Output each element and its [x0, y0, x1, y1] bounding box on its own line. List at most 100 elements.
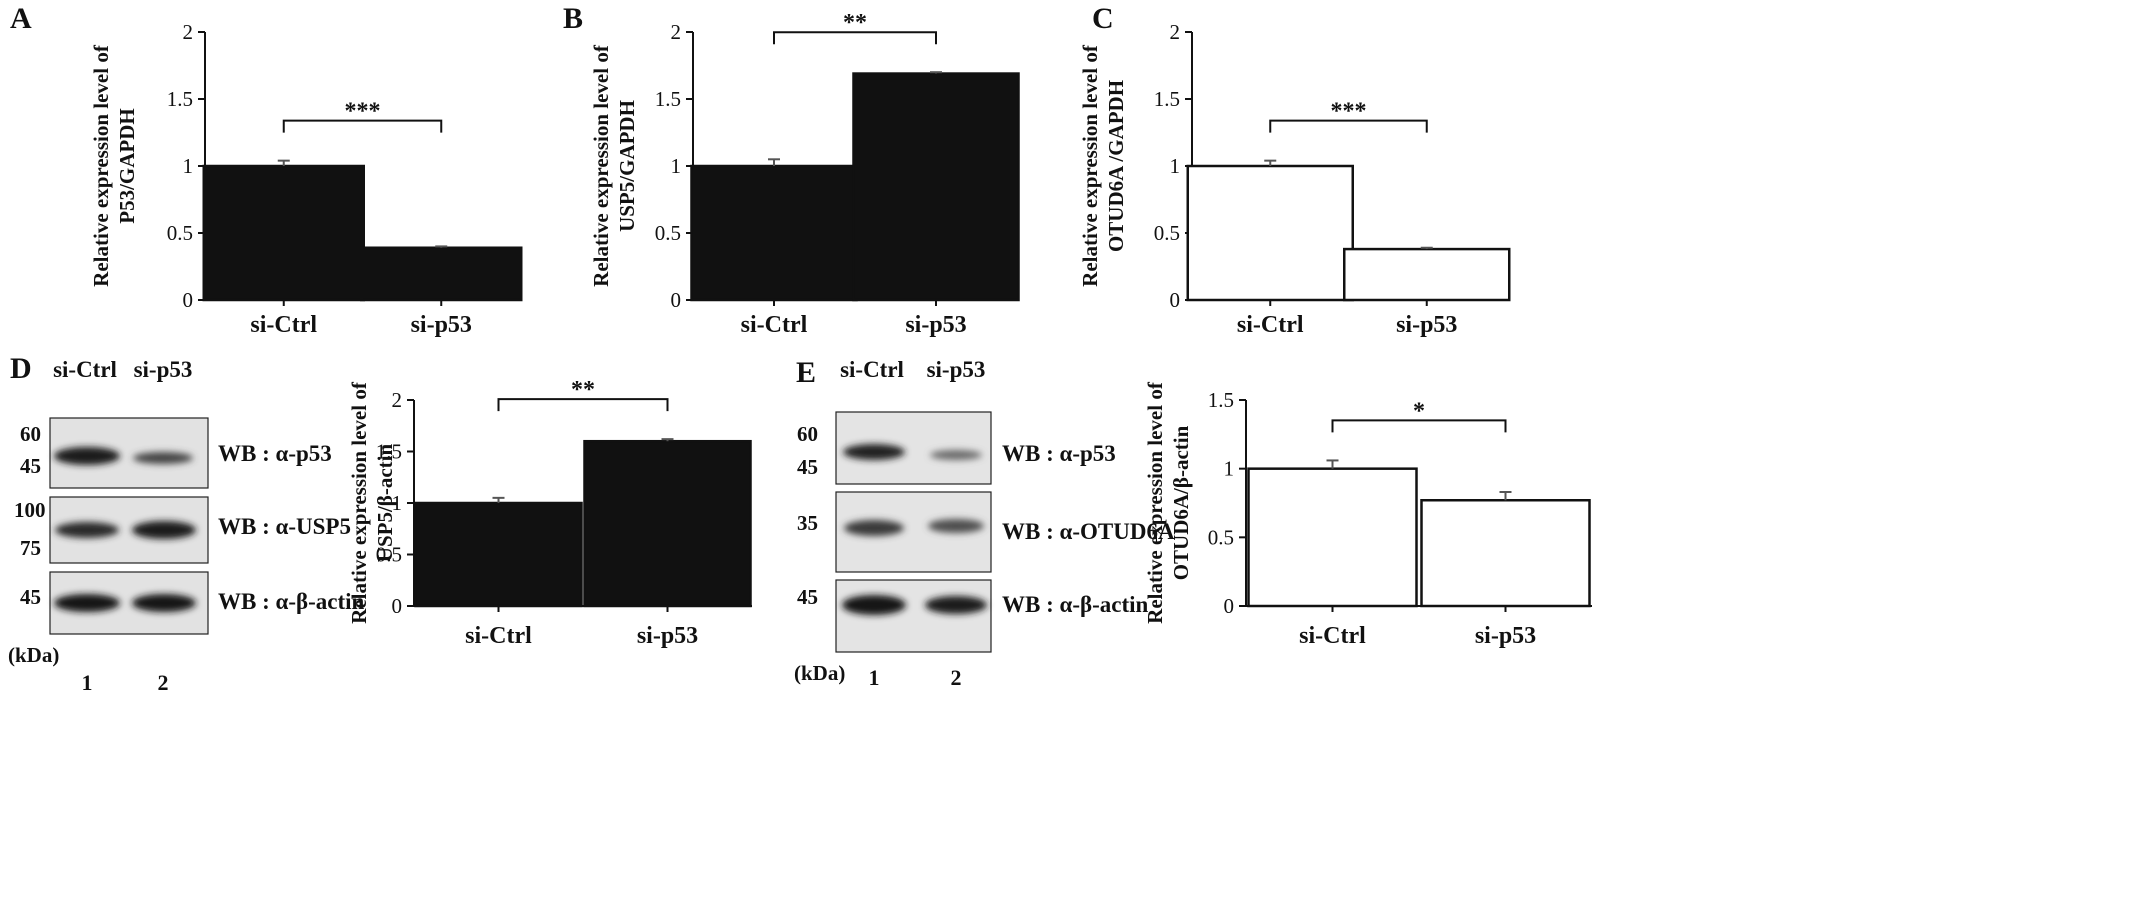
blot-band: [928, 519, 984, 533]
blot-band: [133, 452, 193, 464]
lane-header-1: si-Ctrl: [840, 357, 904, 382]
y-axis-label: Relative expression level ofUSP5/β-actin: [347, 381, 397, 624]
y-axis-label-line: Relative expression level of: [1078, 44, 1102, 287]
category-label: si-Ctrl: [250, 312, 317, 338]
wb-label: WB : α-p53: [218, 441, 332, 466]
kda-label: (kDa): [8, 643, 59, 667]
y-tick-label: 1.5: [1154, 87, 1180, 111]
y-axis-label-line: OTUD6A /GAPDH: [1104, 80, 1128, 252]
significance-marker: **: [843, 10, 867, 36]
y-tick-label: 1: [183, 154, 194, 178]
bar-si-ctrl: [414, 501, 583, 608]
chart-panel-c: 0 0.5 1 1.5 2 si-Ctrl si-p53 *** Relative expres…: [1078, 20, 1511, 338]
blot-band: [930, 450, 982, 460]
bar-si-p53: [1420, 499, 1591, 608]
y-tick-label: 2: [671, 20, 682, 44]
chart-panel-e: 0 0.5 1 1.5 si-Ctrl si-p53 * Relative expressio…: [1143, 381, 1592, 649]
lane-number-2: 2: [951, 665, 962, 690]
mw-marker: 45: [797, 455, 818, 479]
wb-label: WB : α-OTUD6A: [1002, 519, 1175, 544]
significance-bracket: [773, 31, 937, 45]
y-tick-label: 0.5: [1154, 221, 1180, 245]
category-label: si-p53: [905, 312, 966, 338]
category-label: si-p53: [637, 623, 698, 649]
panel-label-b: B: [563, 2, 583, 35]
y-tick-label: 1: [671, 154, 682, 178]
chart-panel-d: 0 0.5 1 1.5 2 si-Ctrl si-p53 ** Relative express…: [347, 377, 752, 649]
kda-label: (kDa): [794, 661, 845, 685]
y-axis-label: Relative expression level ofOTUD6A/β-act…: [1143, 381, 1193, 624]
bar-si-ctrl: [690, 164, 858, 302]
blot-band: [844, 520, 904, 536]
y-tick-label: 0: [671, 288, 682, 312]
mw-marker: 60: [20, 422, 41, 446]
mw-marker: 45: [20, 454, 41, 478]
y-axis-label: Relative expression level ofP53/GAPDH: [89, 44, 139, 287]
y-tick-label: 2: [1170, 20, 1181, 44]
lane-number-1: 1: [82, 670, 93, 695]
y-tick-label: 1.5: [1208, 388, 1234, 412]
significance-marker: **: [571, 377, 595, 403]
blot-band: [54, 594, 120, 612]
y-tick-label: 0.5: [655, 221, 681, 245]
y-axis-label-line: P53/GAPDH: [115, 108, 139, 224]
mw-marker: 45: [797, 585, 818, 609]
wb-label: WB : α-β-actin: [218, 589, 365, 614]
blot-band: [842, 595, 906, 615]
y-axis-label: Relative expression level ofOTUD6A /GAPD…: [1078, 44, 1128, 287]
wb-label: WB : α-β-actin: [1002, 592, 1149, 617]
panel-label-e: E: [796, 356, 816, 389]
significance-marker: ***: [1331, 99, 1367, 125]
category-label: si-Ctrl: [741, 312, 808, 338]
category-label: si-p53: [411, 312, 472, 338]
bar-si-p53: [852, 72, 1020, 302]
y-tick-label: 2: [392, 388, 403, 412]
bar-si-ctrl: [202, 164, 365, 302]
category-label: si-Ctrl: [465, 623, 532, 649]
mw-marker: 100: [14, 498, 46, 522]
wb-label: WB : α-USP5: [218, 514, 351, 539]
mw-marker: 60: [797, 422, 818, 446]
panel-label-d: D: [10, 352, 32, 385]
bar-si-ctrl: [1247, 467, 1418, 608]
lane-number-1: 1: [869, 665, 880, 690]
y-axis-label-line: Relative expression level of: [1143, 381, 1167, 624]
y-axis-label-line: OTUD6A/β-actin: [1169, 425, 1193, 580]
category-label: si-p53: [1396, 312, 1457, 338]
panel-label-c: C: [1092, 2, 1114, 35]
significance-marker: ***: [345, 99, 381, 125]
y-tick-label: 1: [392, 491, 403, 515]
y-axis-label-line: Relative expression level of: [89, 44, 113, 287]
lane-header-1: si-Ctrl: [53, 357, 117, 382]
blot-band: [132, 594, 196, 612]
y-tick-label: 0.5: [1208, 525, 1234, 549]
category-label: si-p53: [1475, 623, 1536, 649]
y-tick-label: 1: [1170, 154, 1181, 178]
y-tick-label: 0.5: [167, 221, 193, 245]
y-tick-label: 1: [1224, 457, 1235, 481]
bar-si-ctrl: [1186, 164, 1354, 302]
y-tick-label: 0: [392, 594, 403, 618]
significance-bracket: [282, 119, 443, 133]
blot-membrane: [835, 579, 992, 653]
y-axis-label-line: USP5/GAPDH: [615, 100, 639, 232]
western-blot-e: E si-Ctrl si-p53 60 45 WB : α-p53 35 WB …: [794, 356, 1175, 690]
y-tick-label: 0: [183, 288, 194, 312]
y-axis-label-line: Relative expression level of: [347, 381, 371, 624]
lane-header-2: si-p53: [134, 357, 193, 382]
blot-band: [55, 522, 119, 538]
blot-band: [132, 521, 196, 539]
mw-marker: 35: [797, 511, 818, 535]
panel-label-a: A: [10, 2, 32, 35]
western-blot-d: D si-Ctrl si-p53 60 45 WB : α-p53 100 75…: [8, 352, 365, 695]
chart-panel-a: 0 0.5 1 1.5 2 si-Ctrl si-p53 *** Relative expres…: [89, 20, 523, 338]
y-tick-label: 0.5: [376, 543, 402, 567]
blot-band: [843, 444, 905, 460]
y-tick-label: 1.5: [376, 440, 402, 464]
bar-si-p53: [360, 246, 523, 302]
chart-panel-b: 0 0.5 1 1.5 2 si-Ctrl si-p53 ** Relative express…: [589, 10, 1020, 338]
y-tick-label: 0: [1170, 288, 1181, 312]
y-axis-label-line: USP5/β-actin: [373, 443, 397, 562]
y-tick-label: 1.5: [655, 87, 681, 111]
